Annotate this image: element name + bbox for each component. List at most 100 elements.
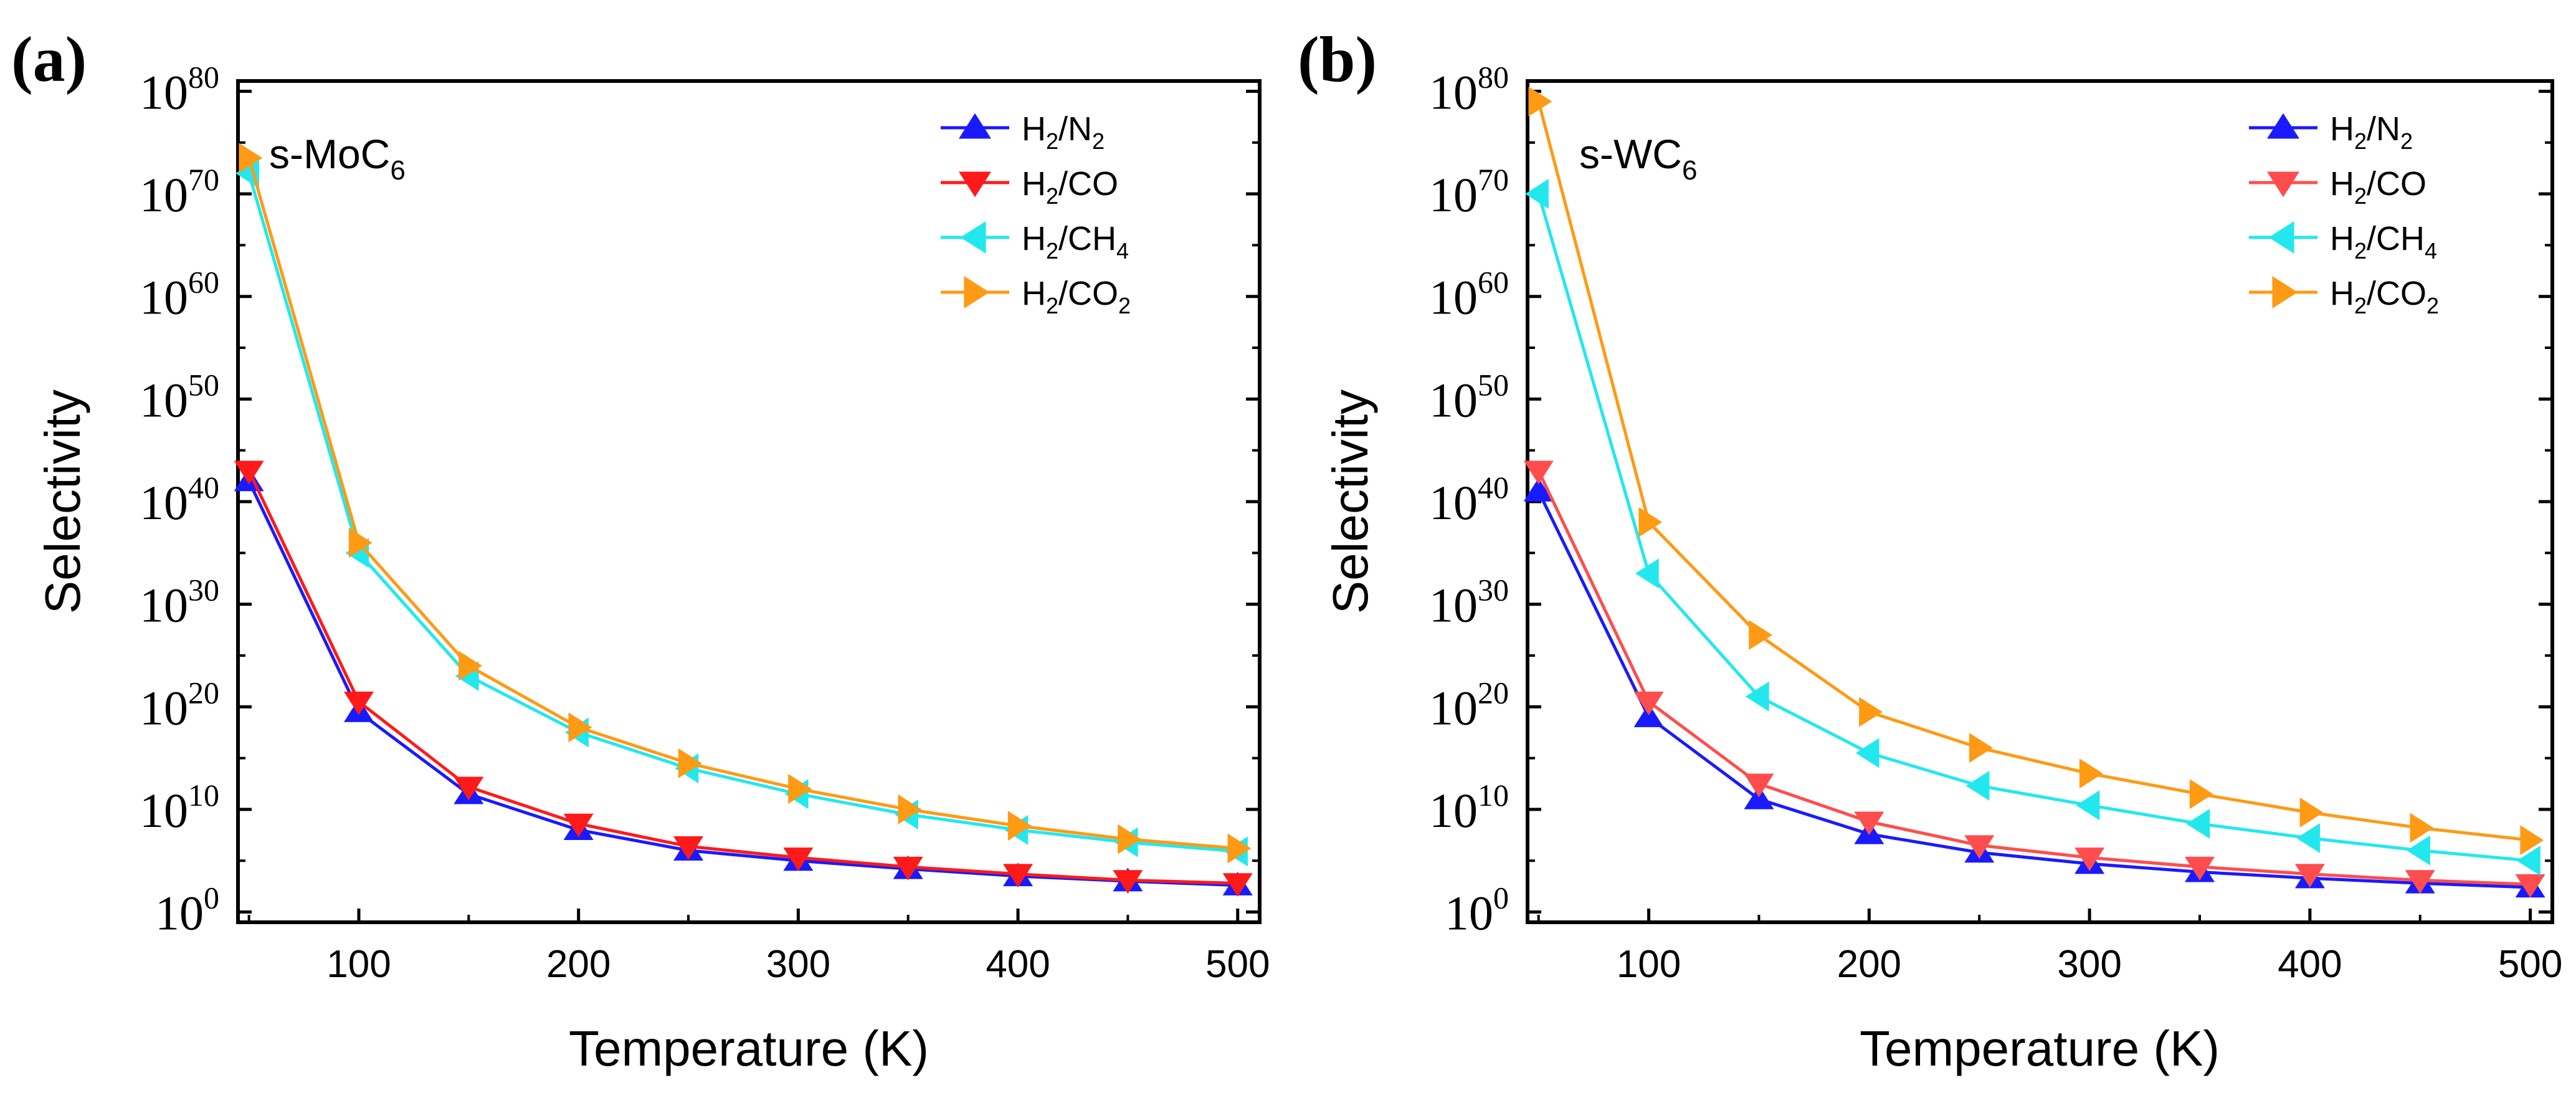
panel-b-data-point	[1525, 179, 1549, 209]
legend-label-part: /CO	[2367, 275, 2426, 312]
panel-b-y-axis-title: Selectivity	[1323, 389, 1378, 614]
panel-a-series	[234, 143, 1253, 897]
panel-a-x-tick-label: 200	[546, 943, 611, 986]
legend-label-part: /CO	[1058, 165, 1118, 203]
panel-a-data-point	[788, 773, 812, 804]
legend-marker-swatch	[2272, 276, 2298, 308]
panel-b-data-point	[2515, 874, 2545, 898]
panel-b-material-sub: 6	[1682, 155, 1697, 186]
legend-label-part: 2	[2426, 293, 2439, 318]
panel-a-data-point	[459, 651, 482, 681]
panel-a-data-point	[1113, 870, 1143, 894]
tick-base: 10	[1429, 578, 1478, 633]
panel-a-y-tick-label: 1070	[140, 162, 219, 222]
panel-b-data-point	[2189, 779, 2213, 809]
tick-base: 10	[140, 168, 188, 222]
tick-base: 10	[1429, 65, 1478, 119]
panel-a-data-point	[563, 813, 594, 838]
legend-label-part: 2	[1046, 128, 1058, 154]
panel-b-data-point	[1523, 461, 1554, 485]
tick-exponent: 40	[1478, 470, 1509, 505]
panel-b-data-point	[1964, 835, 1995, 859]
tick-exponent: 30	[1478, 573, 1509, 608]
legend-label-part: 2	[2400, 128, 2413, 154]
panel-b-data-point	[1635, 558, 1659, 589]
panel-a-data-point	[1003, 864, 1034, 888]
panel-a-x-axis-title: Temperature (K)	[569, 1021, 929, 1076]
legend-label-part: 2	[2354, 128, 2367, 154]
legend-label-part: /CH	[1058, 220, 1116, 257]
panel-b-series-0	[1523, 477, 2545, 898]
tick-exponent: 10	[1478, 778, 1509, 813]
panel-b-data-point	[2076, 790, 2100, 821]
tick-base: 10	[1429, 783, 1478, 838]
panel-a-material-sub: 6	[390, 155, 405, 186]
panel-a-material-label: s-MoC6	[269, 131, 406, 186]
panel-b-series-line	[1537, 490, 2531, 889]
legend-label: H2/CO	[2330, 165, 2426, 209]
panel-b-material-main: s-WC	[1579, 131, 1682, 177]
tick-exponent: 20	[188, 675, 219, 710]
tick-base: 10	[140, 680, 188, 735]
panel-a-data-point	[348, 527, 373, 558]
panel-b-data-point	[1859, 697, 1883, 727]
tick-base: 10	[1429, 475, 1478, 530]
panel-b-data-point	[2410, 813, 2434, 843]
tick-exponent: 30	[188, 573, 219, 608]
panel-b-data-point	[2186, 808, 2210, 839]
panel-b-material-label: s-WC6	[1579, 131, 1697, 186]
panel-b-data-point	[2296, 823, 2321, 853]
tick-base: 10	[155, 886, 204, 940]
panel-b-series-line	[1537, 470, 2531, 886]
legend-label-part: 2	[1092, 128, 1105, 154]
legend-label-part: 2	[1118, 293, 1131, 318]
panel-b-data-point	[2079, 758, 2103, 789]
legend-label-part: 2	[2354, 238, 2367, 264]
legend-label: H2/CH4	[1022, 220, 1129, 264]
panel-a-y-tick-label: 1020	[140, 675, 219, 735]
panel-a: (a) 10010101020103010401050106010701080 …	[11, 24, 1270, 1076]
legend-label: H2/N2	[1022, 110, 1105, 154]
panel-b-y-tick-label: 1010	[1429, 778, 1509, 838]
legend-label-part: H	[1022, 220, 1046, 257]
panel-a-legend-item: H2/CO	[941, 165, 1118, 209]
panel-b-y-tick-label: 1020	[1429, 675, 1509, 735]
legend-label-part: /CO	[2367, 165, 2426, 203]
tick-base: 10	[1429, 168, 1478, 222]
panel-a-x-axis: 100 200 300 400 500	[247, 909, 1270, 986]
legend-label: H2/N2	[2330, 110, 2413, 154]
panel-a-legend-item: H2/CO2	[941, 275, 1131, 318]
legend-marker-swatch	[2267, 113, 2299, 139]
panel-b-data-point	[1969, 733, 1993, 763]
panel-b-legend-item: H2/CH4	[2249, 220, 2437, 264]
legend-label-part: H	[1022, 110, 1046, 148]
panel-a-data-point	[343, 691, 374, 715]
panel-b-data-point	[2520, 825, 2544, 856]
panel-a-plot-frame	[236, 79, 1262, 924]
panel-b-data-point	[2075, 847, 2105, 871]
legend-label-part: 2	[1046, 238, 1058, 264]
panel-b-legend-item: H2/N2	[2249, 110, 2413, 154]
panel-a-data-point	[1227, 833, 1252, 864]
panel-b-y-tick-label: 1080	[1429, 59, 1509, 119]
panel-a-data-point	[454, 776, 484, 801]
panel-b-data-point	[2184, 856, 2215, 881]
panel-b-label: (b)	[1298, 24, 1377, 95]
panel-b-series-line	[1537, 193, 2531, 862]
panel-a-series-line	[247, 157, 1238, 850]
legend-label-part: H	[2330, 220, 2354, 257]
panel-a-data-point	[1007, 811, 1032, 841]
tick-base: 10	[140, 65, 188, 119]
panel-b-series	[1523, 86, 2545, 898]
legend-label: H2/CO2	[1022, 275, 1131, 318]
panel-b-series-line	[1537, 101, 2531, 842]
panel-a-data-point	[568, 712, 592, 743]
panel-a-series-2	[235, 158, 1248, 867]
panel-b-y-tick-label: 1030	[1429, 573, 1509, 633]
panel-a-data-point	[898, 794, 922, 824]
panel-a-series-1	[234, 461, 1253, 897]
tick-base: 10	[1445, 886, 1493, 940]
panel-a-data-point	[239, 143, 263, 173]
panel-b-y-tick-label: 1060	[1429, 265, 1509, 325]
panel-b-y-tick-label: 1070	[1429, 162, 1509, 222]
